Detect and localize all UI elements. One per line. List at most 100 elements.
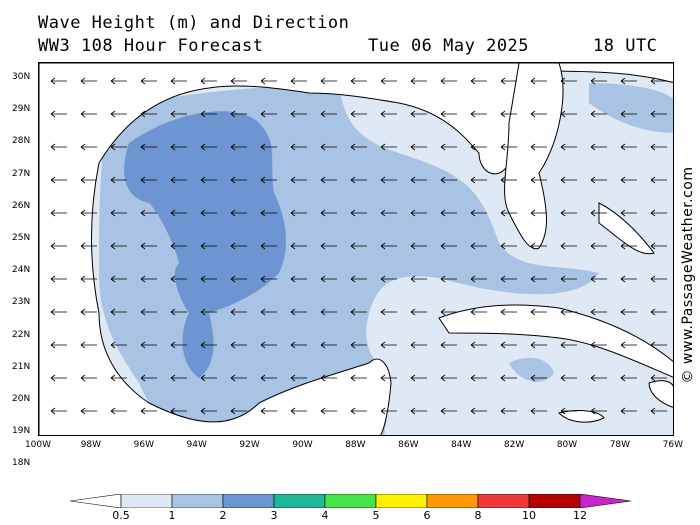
direction-arrow — [410, 176, 427, 184]
direction-arrow — [470, 110, 487, 118]
lon-label: 86W — [398, 440, 419, 450]
direction-arrow — [620, 275, 637, 283]
direction-arrow — [440, 341, 457, 349]
direction-arrow — [230, 176, 247, 184]
direction-arrow — [230, 110, 247, 118]
direction-arrow — [560, 110, 577, 118]
direction-arrow — [380, 176, 397, 184]
legend-swatch — [120, 494, 173, 508]
direction-arrow — [320, 242, 337, 250]
direction-arrow — [560, 176, 577, 184]
direction-arrow — [560, 242, 577, 250]
direction-arrow — [620, 77, 637, 85]
direction-arrow — [290, 242, 307, 250]
direction-arrow — [650, 341, 667, 349]
direction-arrow — [560, 341, 577, 349]
direction-arrow — [170, 143, 187, 151]
legend-swatch — [528, 494, 581, 508]
land-cuba — [438, 304, 673, 378]
direction-arrow — [530, 308, 547, 316]
direction-arrow — [140, 374, 157, 382]
direction-arrow — [350, 77, 367, 85]
direction-arrow — [440, 308, 457, 316]
lat-label: 22N — [12, 329, 31, 340]
direction-arrow — [350, 242, 367, 250]
direction-arrow — [230, 407, 247, 415]
direction-arrow — [50, 275, 67, 283]
direction-arrow — [350, 341, 367, 349]
direction-arrow — [290, 209, 307, 217]
legend-swatch — [171, 494, 224, 508]
direction-arrow — [470, 308, 487, 316]
direction-arrow — [530, 143, 547, 151]
lat-label: 27N — [12, 168, 31, 179]
direction-arrow — [620, 143, 637, 151]
direction-arrow — [470, 341, 487, 349]
direction-arrow — [410, 77, 427, 85]
wave-zone-1-2m-islands — [509, 357, 554, 382]
direction-arrow — [290, 176, 307, 184]
wave-direction-arrows — [50, 77, 667, 415]
land-bahamas — [598, 202, 655, 255]
direction-arrow — [290, 143, 307, 151]
direction-arrow — [380, 308, 397, 316]
direction-arrow — [290, 374, 307, 382]
direction-arrow — [350, 374, 367, 382]
legend-swatch — [375, 494, 428, 508]
direction-arrow — [530, 209, 547, 217]
direction-arrow — [530, 374, 547, 382]
land-florida — [504, 63, 564, 250]
lat-label: 24N — [12, 265, 31, 276]
direction-arrow — [230, 374, 247, 382]
direction-arrow — [650, 110, 667, 118]
direction-arrow — [200, 209, 217, 217]
lat-label: 29N — [12, 104, 31, 115]
direction-arrow — [50, 407, 67, 415]
direction-arrow — [410, 341, 427, 349]
direction-arrow — [470, 77, 487, 85]
direction-arrow — [80, 110, 97, 118]
direction-arrow — [620, 374, 637, 382]
direction-arrow — [110, 275, 127, 283]
direction-arrow — [380, 374, 397, 382]
direction-arrow — [410, 407, 427, 415]
direction-arrow — [560, 308, 577, 316]
direction-arrow — [140, 275, 157, 283]
lon-label: 90W — [292, 440, 313, 450]
direction-arrow — [560, 407, 577, 415]
lat-label: 21N — [12, 361, 31, 372]
direction-arrow — [230, 242, 247, 250]
land-hispaniola — [648, 380, 673, 408]
direction-arrow — [110, 242, 127, 250]
legend-max-arrow — [579, 494, 632, 508]
direction-arrow — [110, 143, 127, 151]
direction-arrow — [170, 176, 187, 184]
direction-arrow — [470, 242, 487, 250]
direction-arrow — [650, 374, 667, 382]
legend-label: 2 — [219, 509, 227, 522]
forecast-time: 18 UTC — [593, 36, 658, 56]
direction-arrow — [320, 143, 337, 151]
direction-arrow — [530, 110, 547, 118]
wave-zone-2-3m — [124, 111, 286, 378]
direction-arrow — [470, 275, 487, 283]
direction-arrow — [230, 341, 247, 349]
direction-arrow — [290, 308, 307, 316]
direction-arrow — [320, 110, 337, 118]
direction-arrow — [110, 209, 127, 217]
direction-arrow — [590, 374, 607, 382]
legend-label: 10 — [522, 509, 536, 522]
direction-arrow — [260, 143, 277, 151]
direction-arrow — [170, 110, 187, 118]
direction-arrow — [470, 176, 487, 184]
direction-arrow — [290, 110, 307, 118]
direction-arrow — [500, 143, 517, 151]
direction-arrow — [560, 275, 577, 283]
direction-arrow — [590, 341, 607, 349]
direction-arrow — [650, 77, 667, 85]
direction-arrow — [140, 110, 157, 118]
direction-arrow — [320, 308, 337, 316]
lon-label: 84W — [451, 440, 472, 450]
direction-arrow — [200, 275, 217, 283]
direction-arrow — [620, 341, 637, 349]
